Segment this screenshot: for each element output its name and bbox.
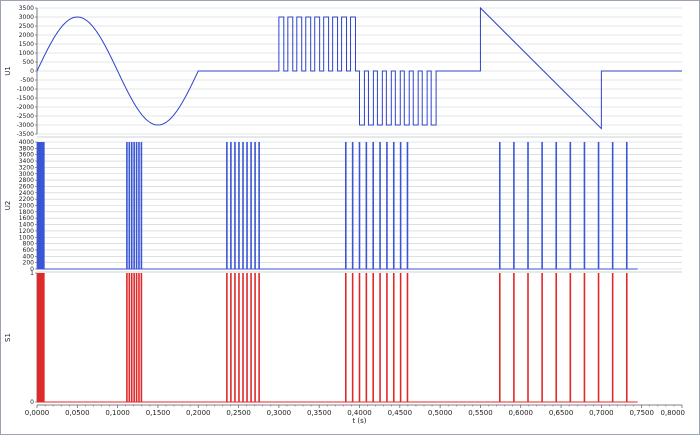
y-tick-label: -3000 — [17, 122, 35, 129]
y-tick-label: 3500 — [19, 5, 34, 12]
y-tick-label: -1500 — [17, 95, 35, 102]
x-tick-label: 0,1000 — [105, 409, 130, 417]
y-tick-label: 2500 — [19, 23, 34, 30]
y-axis-label: S1 — [4, 333, 12, 342]
y-tick-label: 3000 — [19, 14, 34, 21]
y-tick-label: 1000 — [19, 50, 34, 57]
x-tick-label: 0,4000 — [347, 409, 372, 417]
panel-u1: 3500 3000 2500 2000 1500 1000 500 0 -500 -1000 -15… — [4, 5, 682, 138]
y-tick-label: 500 — [23, 59, 35, 66]
y-tick-label: 0 — [30, 399, 34, 406]
x-tick-label: 0,0000 — [25, 409, 50, 417]
x-tick-label: 0,2500 — [226, 409, 251, 417]
x-tick-label: 0,6000 — [509, 409, 534, 417]
x-tick-label: 0,5000 — [428, 409, 453, 417]
y-tick-label: 0 — [30, 68, 34, 75]
y-axis-label: U1 — [4, 66, 12, 76]
x-axis-label: t (s) — [352, 417, 366, 425]
y-tick-label: -2000 — [17, 104, 35, 111]
y-tick-label: -2500 — [17, 113, 35, 120]
panel-s1: 1 0 S1 — [4, 270, 638, 406]
x-tick-label: 0,4500 — [388, 409, 413, 417]
y-tick-label: -500 — [20, 77, 34, 84]
y-tick-label: 1 — [30, 270, 34, 277]
x-tick-label: 0,6500 — [549, 409, 574, 417]
x-tick-label: 0,7000 — [589, 409, 614, 417]
x-tick-label: 0,3500 — [307, 409, 332, 417]
y-tick-label: -3500 — [17, 131, 35, 138]
x-tick-label: 0,3000 — [267, 409, 292, 417]
panel-u2: 4000380036003400320030002800260024002200… — [4, 139, 682, 273]
x-tick-label: 0,2000 — [186, 409, 211, 417]
x-tick-label: 0,7500 — [629, 409, 654, 417]
y-tick-label: 2000 — [19, 32, 34, 39]
x-tick-label: 0,8000 — [661, 409, 686, 417]
y-axis-label: U2 — [4, 201, 12, 211]
x-tick-label: 0,0500 — [65, 409, 90, 417]
x-tick-label: 0,5500 — [468, 409, 493, 417]
x-tick-label: 0,1500 — [146, 409, 171, 417]
y-tick-label: 1500 — [19, 41, 34, 48]
y-tick-label: -1000 — [17, 86, 35, 93]
